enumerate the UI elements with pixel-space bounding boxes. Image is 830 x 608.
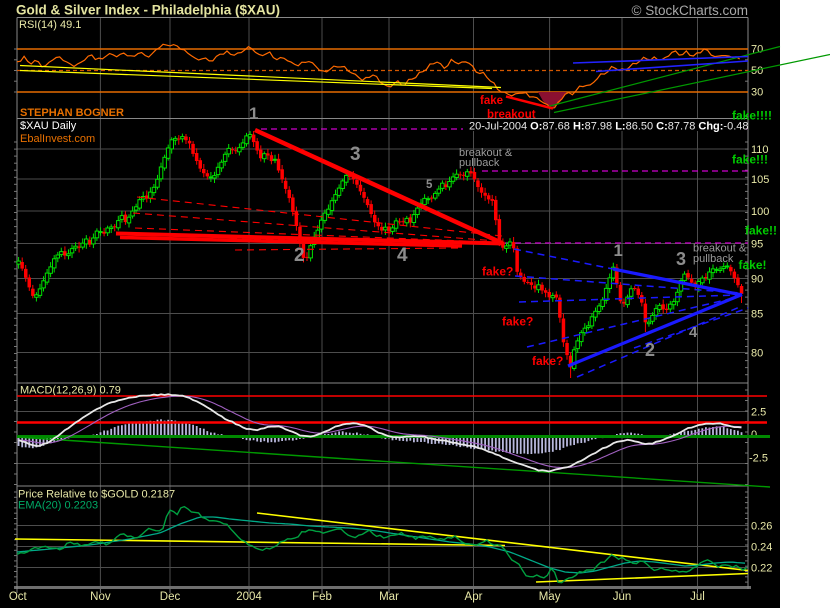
svg-text:20-Jul-2004 O:87.68 H:87.98 L:: 20-Jul-2004 O:87.68 H:87.98 L:86.50 C:87…	[469, 121, 749, 133]
svg-text:Jun: Jun	[613, 591, 632, 603]
svg-text:May: May	[539, 591, 561, 603]
svg-text:Dec: Dec	[160, 591, 181, 603]
svg-text:110: 110	[751, 144, 769, 156]
svg-text:fake?: fake?	[482, 265, 513, 279]
svg-text:© StockCharts.com: © StockCharts.com	[632, 3, 748, 18]
svg-text:100: 100	[751, 206, 769, 218]
svg-text:85: 85	[751, 309, 763, 321]
svg-text:30: 30	[751, 87, 763, 99]
svg-text:EbalInvest.com: EbalInvest.com	[20, 133, 95, 145]
svg-text:Gold & Silver Index - Philadel: Gold & Silver Index - Philadelphia ($XAU…	[16, 3, 280, 18]
svg-text:Nov: Nov	[90, 591, 111, 603]
svg-text:fake!: fake!	[739, 258, 767, 272]
svg-text:STEPHAN BOGNER: STEPHAN BOGNER	[20, 107, 124, 119]
svg-text:Price Relative to $GOLD 0.218: Price Relative to $GOLD 0.2187	[18, 489, 175, 501]
svg-text:5: 5	[426, 179, 433, 191]
svg-text:105: 105	[751, 174, 769, 186]
svg-text:fake!!: fake!!	[745, 224, 777, 238]
svg-text:4: 4	[689, 324, 698, 341]
svg-text:fake?: fake?	[532, 354, 563, 368]
svg-text:pullback: pullback	[693, 253, 734, 265]
svg-text:50: 50	[751, 65, 763, 77]
svg-text:2: 2	[294, 245, 305, 266]
svg-text:0.24: 0.24	[751, 542, 772, 554]
svg-text:Oct: Oct	[9, 591, 28, 603]
svg-text:breakout: breakout	[487, 109, 536, 121]
svg-text:fake: fake	[480, 95, 503, 107]
svg-text:2004: 2004	[236, 591, 262, 603]
svg-text:Feb: Feb	[312, 591, 332, 603]
svg-text:2: 2	[645, 340, 655, 360]
svg-text:Apr: Apr	[465, 591, 483, 603]
svg-text:breakout &: breakout &	[693, 243, 747, 255]
svg-text:fake?: fake?	[502, 315, 533, 329]
svg-text:2.5: 2.5	[751, 407, 766, 419]
svg-text:80: 80	[751, 348, 763, 360]
svg-text:70: 70	[751, 44, 763, 56]
svg-text:fake!!!: fake!!!	[732, 153, 768, 167]
svg-text:-2.5: -2.5	[749, 453, 768, 465]
svg-text:Mar: Mar	[379, 591, 399, 603]
svg-text:1: 1	[614, 241, 623, 260]
svg-text:RSI(14) 49.1: RSI(14) 49.1	[19, 19, 81, 31]
svg-text:3: 3	[350, 144, 361, 165]
svg-text:4: 4	[397, 245, 408, 266]
svg-text:Jul: Jul	[690, 591, 705, 603]
svg-text:breakout &: breakout &	[459, 147, 513, 159]
svg-text:0.26: 0.26	[751, 521, 772, 533]
svg-text:$XAU Daily: $XAU Daily	[20, 120, 77, 132]
svg-text:0.22: 0.22	[751, 563, 772, 575]
svg-text:95: 95	[751, 239, 763, 251]
svg-text:1: 1	[249, 104, 258, 123]
svg-text:MACD(12,26,9) 0.79: MACD(12,26,9) 0.79	[20, 385, 121, 397]
svg-text:90: 90	[751, 274, 763, 286]
svg-text:EMA(20) 0.2203: EMA(20) 0.2203	[18, 500, 98, 512]
svg-text:pullback: pullback	[459, 157, 500, 169]
svg-text:3: 3	[676, 249, 686, 269]
svg-text:fake!!!!: fake!!!!	[732, 109, 772, 123]
